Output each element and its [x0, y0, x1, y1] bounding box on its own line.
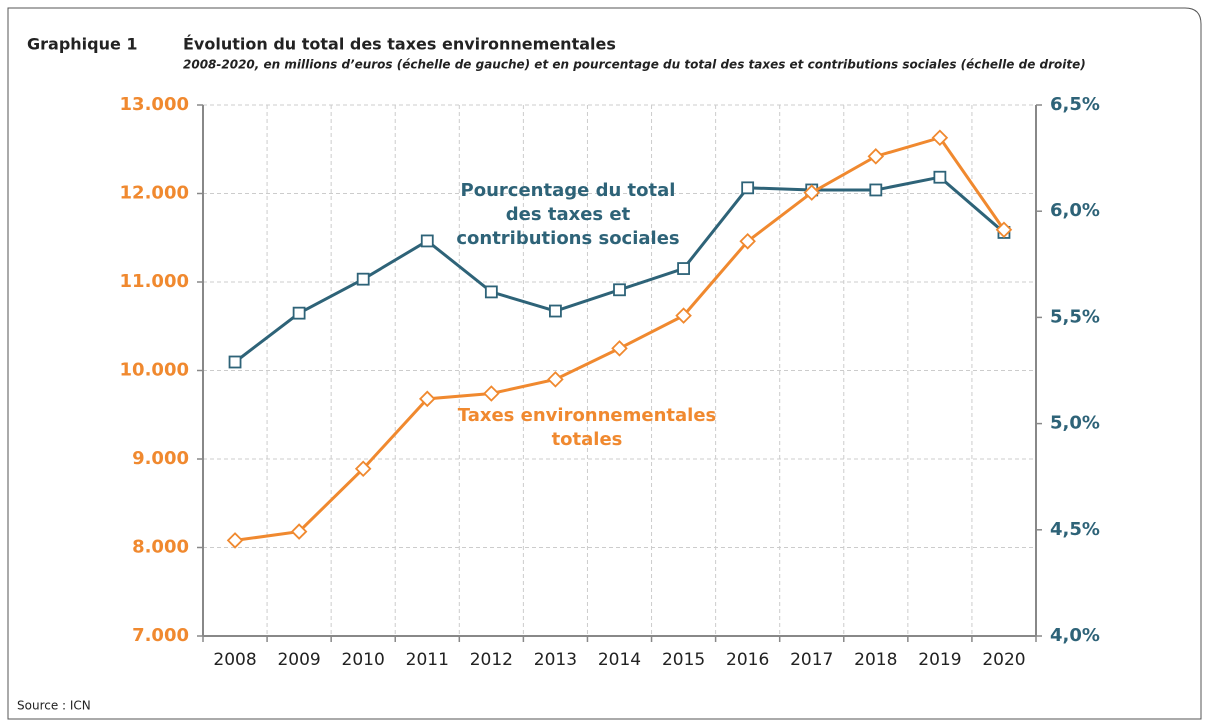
y2-tick-label: 4,5% — [1050, 519, 1100, 540]
y-tick-label: 7.000 — [132, 625, 189, 646]
x-tick-label: 2013 — [534, 650, 577, 670]
marker-square — [677, 262, 690, 275]
y-tick-label: 12.000 — [120, 183, 189, 204]
marker-square — [420, 234, 434, 248]
y2-tick-label: 6,5% — [1050, 94, 1100, 115]
marker-diamond — [611, 340, 628, 357]
marker-square — [741, 181, 755, 195]
x-tick-label: 2010 — [342, 650, 385, 670]
marker-diamond — [931, 129, 949, 147]
x-tick-label: 2020 — [982, 650, 1025, 670]
marker-square — [356, 272, 370, 286]
marker-diamond — [354, 460, 372, 478]
x-tick-label: 2016 — [726, 650, 769, 670]
chart-label: Graphique 1 — [27, 35, 138, 54]
annotation: contributions sociales — [456, 228, 679, 249]
marker-diamond — [290, 523, 308, 540]
y2-tick-label: 5,5% — [1050, 306, 1100, 327]
y2-tick-label: 6,0% — [1050, 200, 1100, 221]
marker-square — [292, 306, 306, 320]
marker-square — [484, 285, 498, 299]
marker-diamond — [547, 371, 564, 388]
marker-square — [549, 304, 562, 318]
chart-title: Évolution du total des taxes environneme… — [183, 35, 616, 54]
annotation: Pourcentage du total — [461, 180, 676, 201]
y2-tick-label: 5,0% — [1050, 413, 1100, 434]
x-tick-label: 2015 — [662, 650, 705, 670]
annotation: Taxes environnementales — [458, 405, 717, 426]
source: Source : ICN — [17, 699, 91, 713]
chart-subtitle: 2008-2020, en millions d’euros (échelle … — [183, 58, 1086, 72]
marker-square — [228, 355, 242, 369]
marker-square — [613, 283, 626, 297]
x-tick-label: 2011 — [406, 650, 449, 670]
marker-diamond — [867, 148, 885, 165]
x-tick-label: 2017 — [790, 650, 833, 670]
x-tick-label: 2008 — [213, 650, 256, 670]
marker-diamond — [995, 221, 1013, 239]
y-tick-label: 8.000 — [132, 537, 189, 558]
marker-diamond — [739, 233, 756, 250]
marker-square — [869, 183, 883, 197]
x-tick-label: 2019 — [918, 650, 961, 670]
annotation: totales — [552, 429, 623, 450]
x-tick-label: 2014 — [598, 650, 641, 670]
marker-square — [933, 170, 947, 184]
annotation: des taxes et — [506, 204, 631, 225]
y2-tick-label: 4,0% — [1050, 625, 1100, 646]
y-tick-label: 10.000 — [120, 360, 189, 381]
x-tick-label: 2018 — [854, 650, 897, 670]
marker-diamond — [418, 390, 436, 408]
x-tick-label: 2012 — [470, 650, 513, 670]
marker-diamond — [675, 307, 692, 324]
marker-diamond — [483, 385, 500, 402]
y-tick-label: 11.000 — [120, 271, 189, 292]
y-tick-label: 9.000 — [132, 448, 189, 469]
marker-diamond — [803, 184, 821, 201]
y-tick-label: 13.000 — [120, 94, 189, 115]
x-tick-label: 2009 — [277, 650, 320, 670]
marker-diamond — [226, 532, 244, 549]
